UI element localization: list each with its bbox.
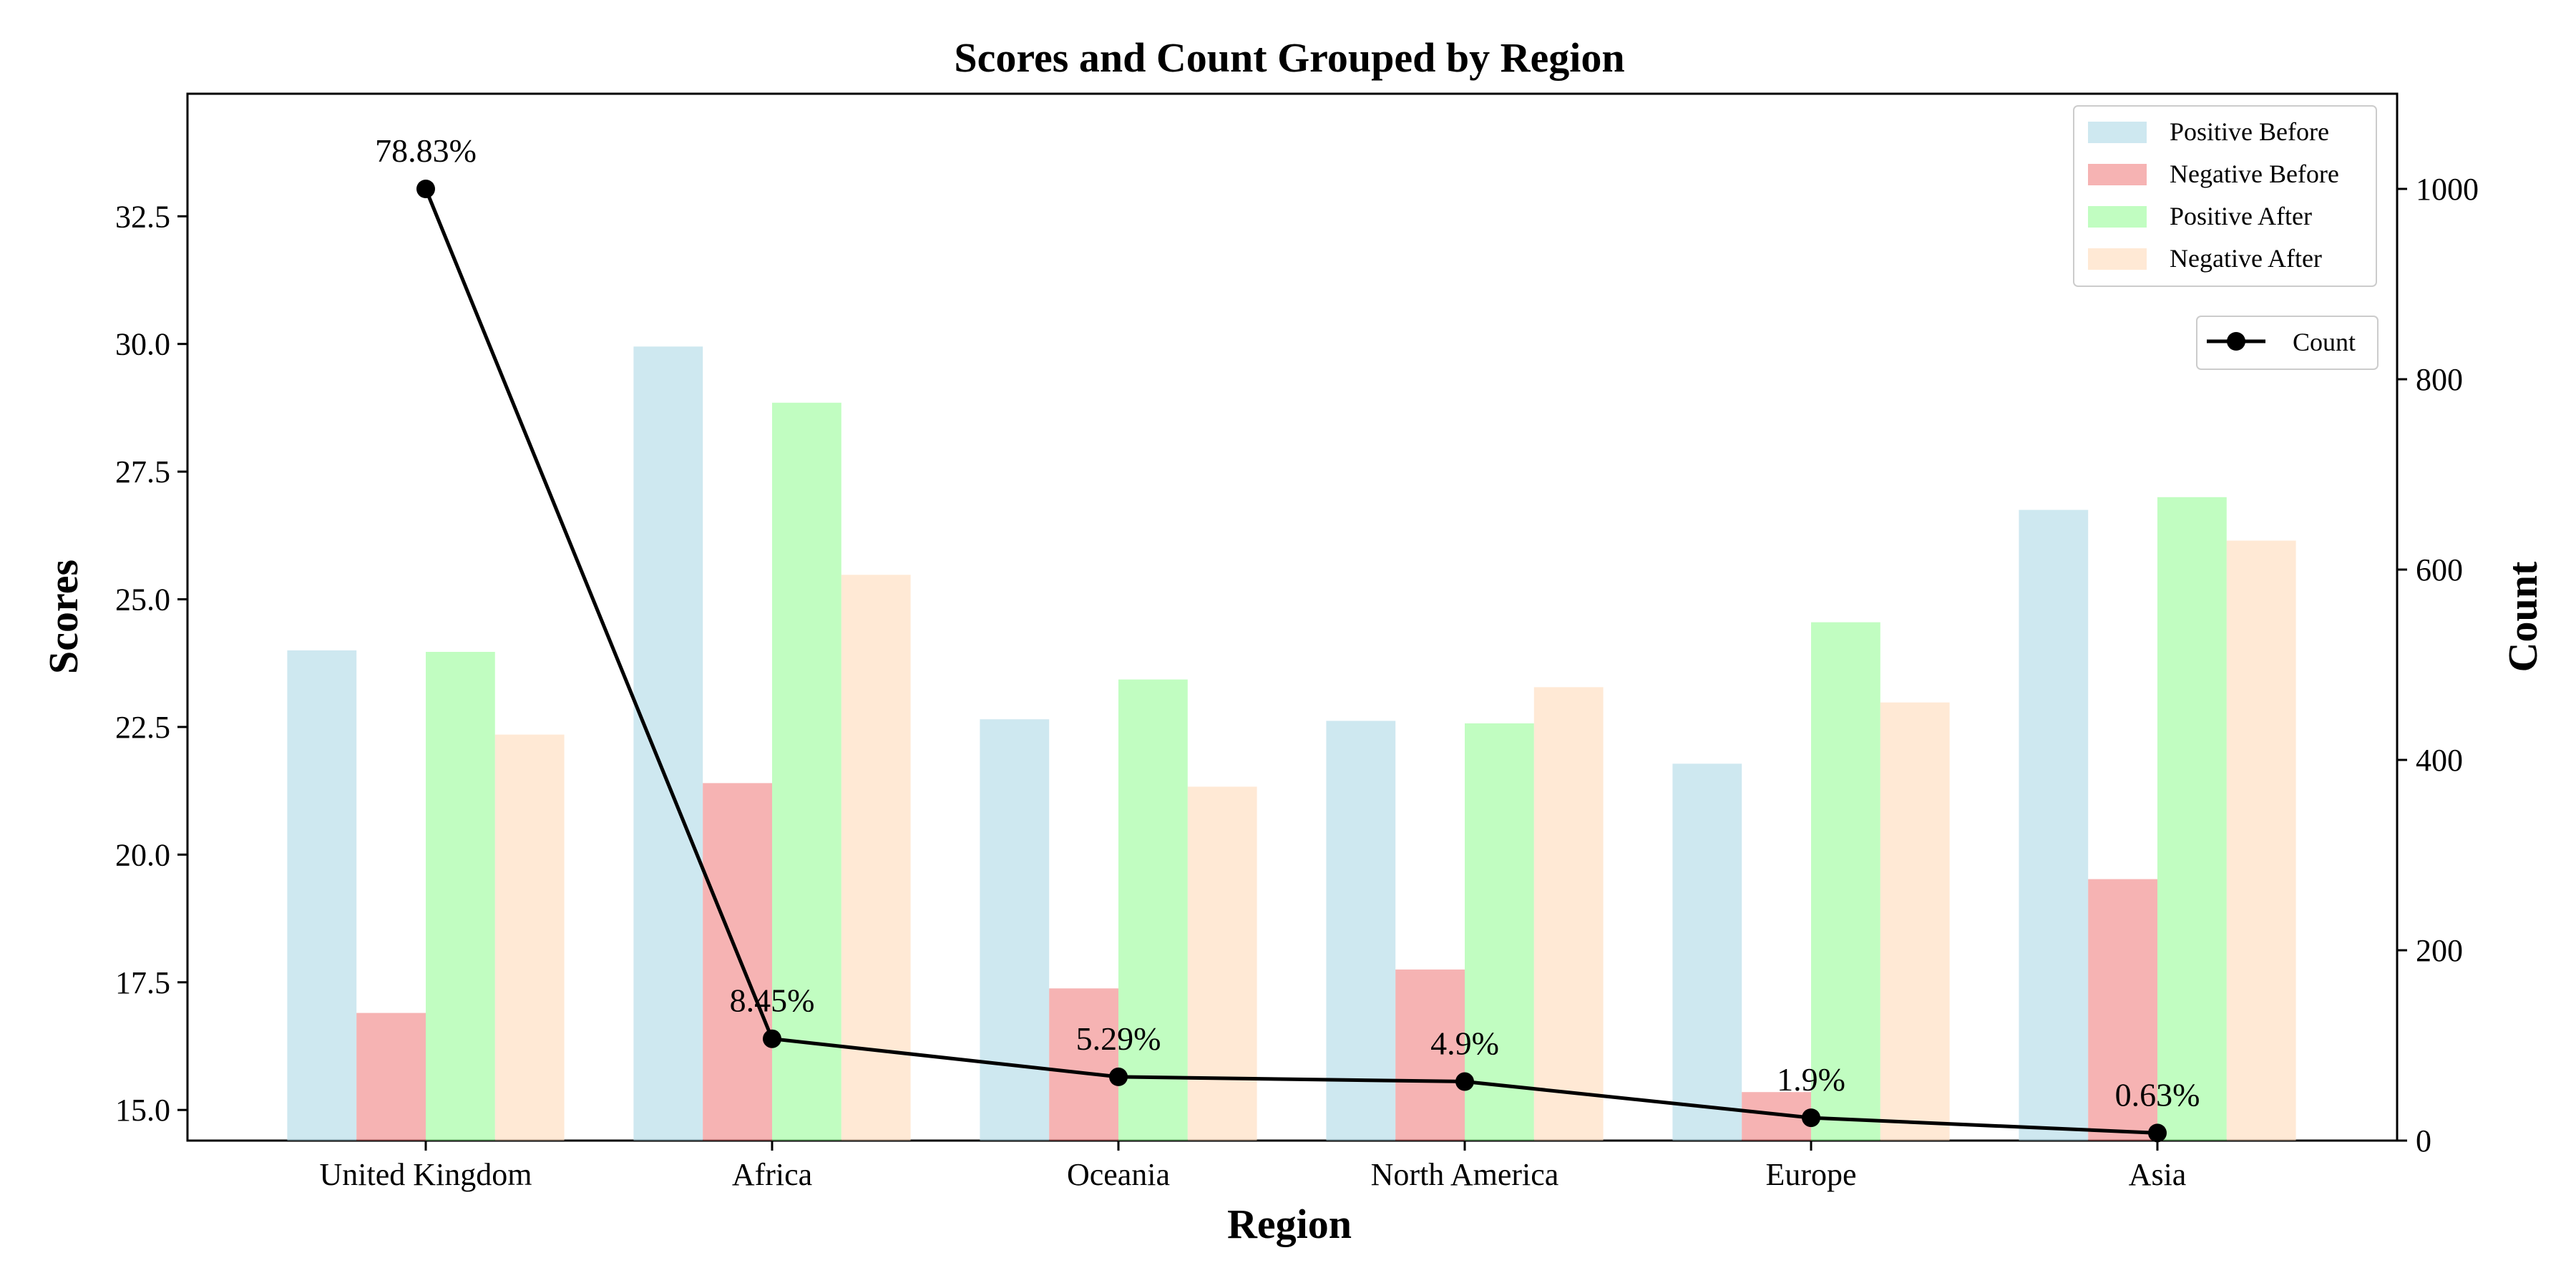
y-tick-label: 30.0 [115,327,170,362]
x-tick-label: North America [1371,1157,1559,1192]
bar-positive-after-5 [2157,497,2227,1141]
y-tick-label: 17.5 [115,965,170,1000]
x-tick-label: United Kingdom [320,1157,532,1192]
legend-count-box [2196,316,2379,370]
count-point-4 [1802,1108,1820,1128]
y-tick-label: 27.5 [115,454,170,489]
y-tick-label: 32.5 [115,199,170,234]
bar-positive-after-3 [1465,723,1534,1141]
bar-positive-before-2 [980,719,1050,1141]
bar-positive-before-1 [633,346,703,1141]
bar-negative-after-4 [1880,702,1950,1141]
bar-negative-before-3 [1395,969,1465,1141]
x-tick-label: Asia [2129,1157,2187,1192]
bar-positive-after-0 [426,652,495,1141]
y-tick-label: 22.5 [115,710,170,745]
bars-layer [287,346,2296,1141]
legend-swatch-1 [2088,164,2147,185]
count-point-0 [416,180,435,198]
count-percent-label: 4.9% [1430,1025,1499,1062]
legend-label: Positive After [2170,202,2312,230]
count-percent-label: 1.9% [1777,1061,1845,1098]
count-point-1 [763,1029,781,1048]
bar-negative-after-3 [1533,687,1604,1141]
bar-positive-after-2 [1118,679,1188,1141]
count-line-layer: 78.83% 8.45% 5.29% 4.9% 1.9% 0.63% [375,132,2200,1143]
count-percent-label: 0.63% [2115,1076,2200,1113]
count-percent-label: 8.45% [730,982,815,1019]
legend-label: Positive Before [2170,117,2329,146]
x-tick-label: Europe [1765,1157,1856,1192]
bar-negative-after-5 [2226,540,2296,1141]
legend-swatch-2 [2088,206,2147,228]
y-tick-label: 20.0 [115,837,170,872]
legend-box [2073,105,2377,287]
y2-tick-label: 400 [2416,743,2463,778]
y2-tick-label: 0 [2416,1123,2431,1158]
count-point-2 [1109,1067,1128,1086]
bar-negative-before-5 [2088,879,2157,1141]
y2-tick-label: 200 [2416,933,2463,968]
x-tick-label: Africa [732,1157,812,1192]
bar-negative-after-0 [494,734,565,1141]
bar-positive-before-4 [1672,763,1742,1141]
legend-swatch-3 [2088,248,2147,270]
bar-negative-after-2 [1187,786,1257,1141]
legend-count-marker [2227,332,2245,351]
count-line [424,188,2158,1135]
y2-tick-label: 800 [2416,362,2463,397]
bar-negative-before-0 [356,1013,426,1141]
legend-label: Count [2293,328,2356,356]
y2-tick-label: 1000 [2416,172,2479,207]
y-tick-label: 25.0 [115,582,170,618]
count-point-5 [2148,1123,2167,1143]
x-tick-label: Oceania [1067,1157,1170,1192]
legend-swatch-0 [2088,122,2147,143]
bar-positive-before-3 [1326,721,1396,1141]
chart-title: Scores and Count Grouped by Region [954,34,1624,81]
legend-label: Negative Before [2170,160,2339,188]
bar-positive-before-5 [2019,509,2089,1141]
y2-axis-title: Count [2499,561,2546,672]
count-percent-label: 5.29% [1076,1020,1161,1057]
plot-frame [186,92,2399,1142]
legend: Positive Before Negative Before Positive A… [2073,105,2379,370]
x-axis-title: Region [1227,1201,1352,1247]
y-axis-title: Scores [40,560,87,674]
bar-negative-before-1 [703,783,772,1141]
legend-label: Negative After [2170,244,2322,273]
bar-positive-after-4 [1811,622,1880,1141]
count-point-3 [1455,1072,1474,1091]
y-tick-label: 15.0 [115,1093,170,1128]
y2-tick-label: 600 [2416,552,2463,587]
axes-layer: 15.0 17.5 20.0 22.5 25.0 27.5 30.0 32.5 0 200 400 6… [115,172,2479,1192]
bar-negative-before-2 [1049,988,1118,1141]
bar-positive-after-1 [772,402,841,1141]
bar-positive-before-0 [287,650,357,1141]
count-percent-label: 78.83% [375,132,477,169]
bar-negative-after-1 [841,575,911,1141]
